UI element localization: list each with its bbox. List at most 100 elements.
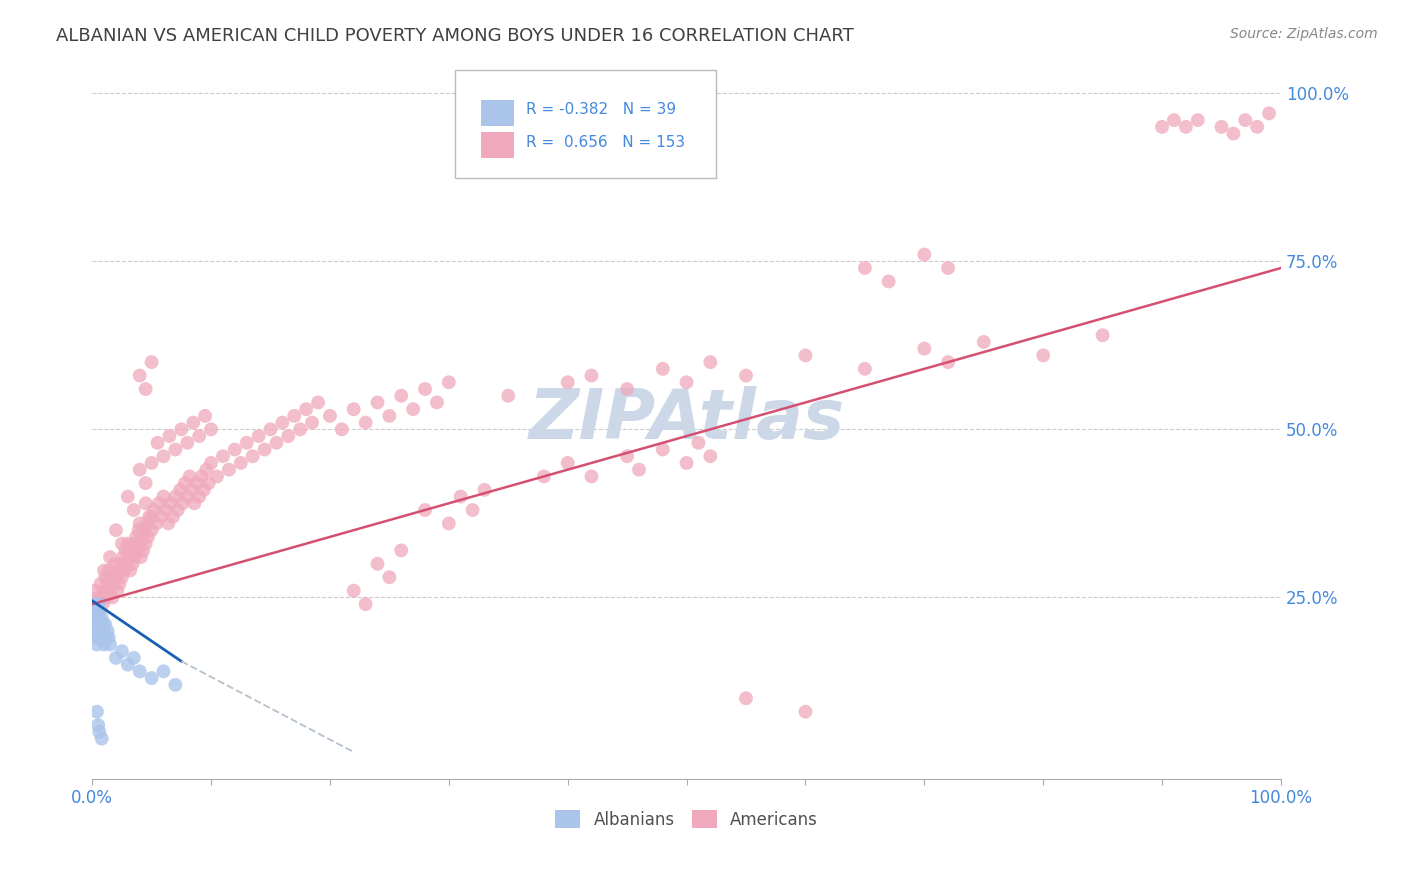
Point	[200, 456, 222, 470]
Point	[651, 361, 673, 376]
Point	[89, 631, 111, 645]
Point	[165, 490, 187, 504]
Point	[190, 469, 212, 483]
Point	[118, 550, 141, 565]
Point	[627, 463, 650, 477]
Point	[128, 523, 150, 537]
Point	[200, 422, 222, 436]
Point	[165, 442, 187, 457]
Point	[86, 624, 108, 638]
Point	[853, 361, 876, 376]
Point	[174, 476, 197, 491]
Point	[461, 503, 484, 517]
Point	[224, 442, 246, 457]
Point	[301, 416, 323, 430]
Point	[366, 557, 388, 571]
Point	[82, 597, 104, 611]
Point	[129, 550, 152, 565]
Point	[114, 543, 136, 558]
Point	[450, 490, 472, 504]
Point	[120, 564, 142, 578]
Point	[426, 395, 449, 409]
Point	[112, 550, 135, 565]
Point	[93, 637, 115, 651]
Point	[86, 610, 108, 624]
Bar	[481, 132, 515, 158]
Text: R = -0.382   N = 39: R = -0.382 N = 39	[526, 103, 676, 118]
Point	[1163, 113, 1185, 128]
Point	[94, 570, 117, 584]
Point	[159, 496, 181, 510]
Point	[103, 577, 125, 591]
Point	[581, 368, 603, 383]
Point	[413, 503, 436, 517]
Point	[135, 382, 157, 396]
Point	[188, 429, 211, 443]
Point	[105, 583, 128, 598]
Point	[229, 456, 252, 470]
Point	[83, 583, 105, 598]
Point	[94, 617, 117, 632]
Point	[87, 631, 110, 645]
Point	[218, 463, 240, 477]
Point	[474, 483, 496, 497]
Point	[84, 631, 107, 645]
Point	[122, 651, 145, 665]
Point	[159, 429, 181, 443]
Point	[437, 516, 460, 531]
Point	[84, 604, 107, 618]
Point	[616, 382, 638, 396]
Point	[1222, 127, 1244, 141]
Legend: Albanians, Americans: Albanians, Americans	[548, 804, 824, 835]
Point	[122, 503, 145, 517]
Point	[86, 705, 108, 719]
Point	[91, 597, 114, 611]
Point	[1174, 120, 1197, 134]
Point	[141, 456, 163, 470]
Point	[112, 564, 135, 578]
Point	[87, 604, 110, 618]
Point	[402, 402, 425, 417]
Point	[120, 543, 142, 558]
Bar	[481, 100, 515, 126]
FancyBboxPatch shape	[454, 70, 716, 178]
Point	[128, 536, 150, 550]
Point	[93, 564, 115, 578]
Point	[84, 597, 107, 611]
Point	[90, 591, 112, 605]
Point	[330, 422, 353, 436]
Point	[181, 483, 204, 497]
Text: ZIPAtlas: ZIPAtlas	[529, 385, 845, 453]
Point	[1152, 120, 1174, 134]
Point	[132, 543, 155, 558]
Point	[128, 463, 150, 477]
Point	[84, 617, 107, 632]
Point	[794, 705, 817, 719]
Point	[155, 503, 177, 517]
Point	[83, 624, 105, 638]
Point	[912, 342, 935, 356]
Point	[90, 610, 112, 624]
Point	[195, 463, 218, 477]
Point	[128, 516, 150, 531]
Point	[193, 483, 215, 497]
Point	[141, 523, 163, 537]
Point	[271, 416, 294, 430]
Point	[127, 543, 149, 558]
Point	[675, 376, 697, 390]
Point	[100, 570, 122, 584]
Point	[157, 516, 180, 531]
Point	[378, 570, 401, 584]
Point	[1246, 120, 1268, 134]
Point	[89, 610, 111, 624]
Point	[183, 496, 205, 510]
Point	[413, 382, 436, 396]
Point	[83, 610, 105, 624]
Point	[86, 637, 108, 651]
Point	[366, 395, 388, 409]
Point	[89, 624, 111, 638]
Point	[87, 591, 110, 605]
Point	[89, 577, 111, 591]
Point	[122, 536, 145, 550]
Point	[111, 536, 134, 550]
